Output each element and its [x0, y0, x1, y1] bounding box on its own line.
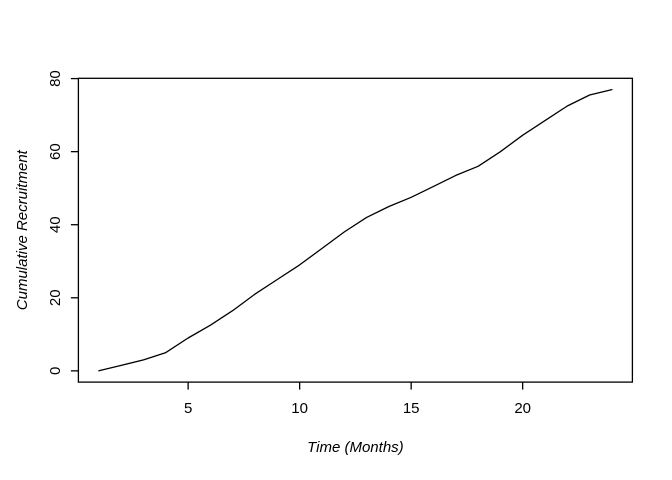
x-axis-ticks: 5 10 15 20	[184, 382, 531, 417]
x-axis-title: Time (Months)	[307, 439, 404, 456]
data-series	[98, 88, 613, 372]
y-tick-label: 60	[47, 143, 64, 160]
x-tick-label: 15	[403, 400, 420, 417]
plot-box	[77, 77, 634, 383]
recruitment-line	[98, 88, 613, 372]
x-tick-label: 10	[291, 400, 308, 417]
y-tick-label: 80	[47, 70, 64, 87]
x-tick-label: 5	[184, 400, 192, 417]
y-tick-label: 20	[47, 289, 64, 306]
y-axis-title: Cumulative Recruitment	[14, 149, 31, 310]
x-tick-label: 20	[514, 400, 531, 417]
y-tick-label: 40	[47, 216, 64, 233]
y-tick-label: 0	[47, 367, 64, 375]
y-axis-ticks: 0 20 40 60 80	[47, 70, 79, 375]
